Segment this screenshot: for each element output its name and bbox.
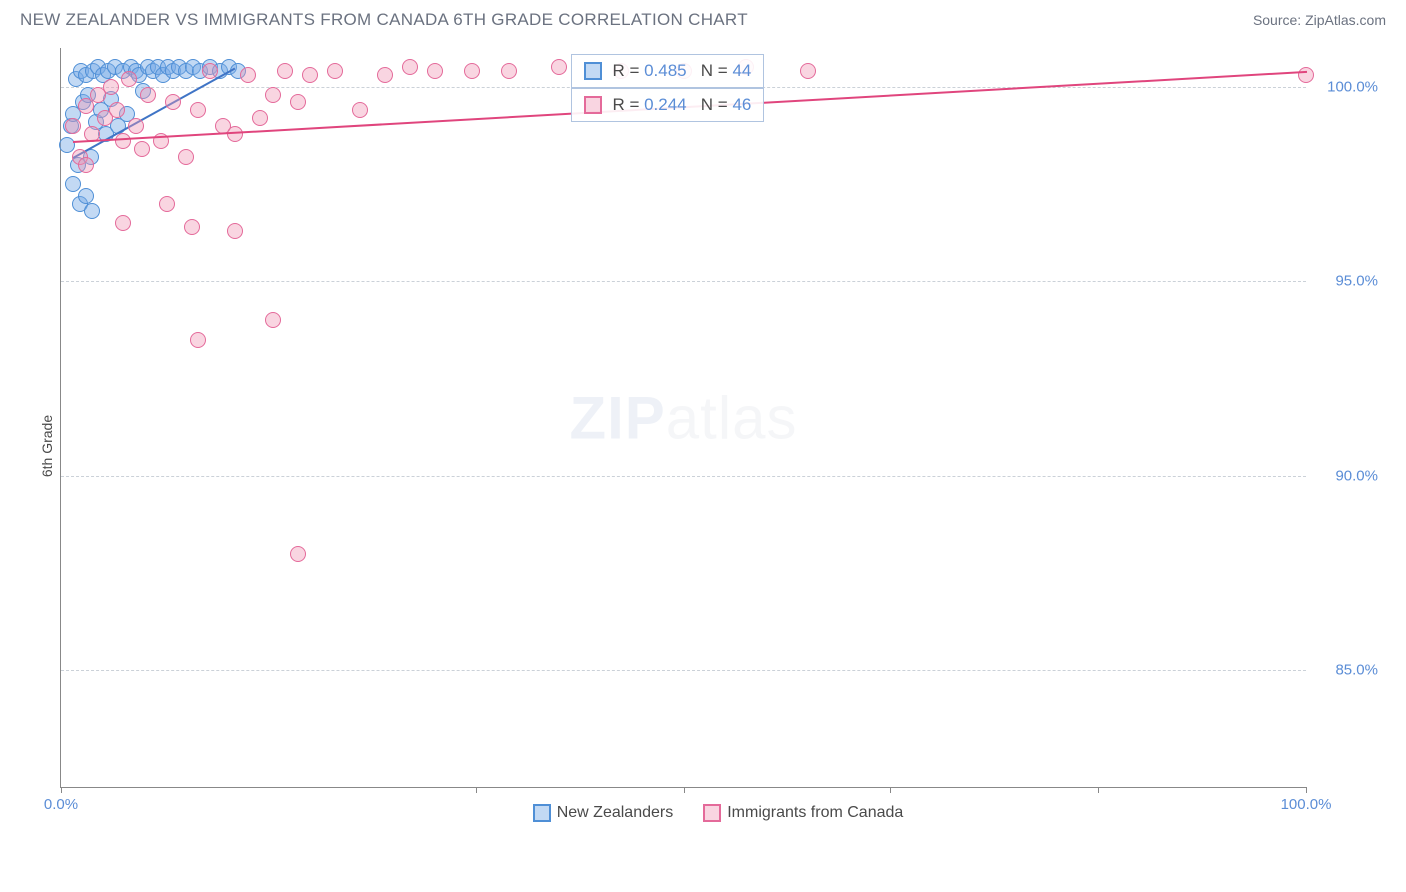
legend-item: New Zealanders xyxy=(533,804,674,822)
x-tick xyxy=(1306,787,1307,793)
stats-swatch xyxy=(584,62,602,80)
data-point xyxy=(252,110,268,126)
data-point xyxy=(115,215,131,231)
data-point xyxy=(115,133,131,149)
x-tick xyxy=(476,787,477,793)
data-point xyxy=(165,94,181,110)
data-point xyxy=(265,87,281,103)
x-tick xyxy=(684,787,685,793)
x-tick xyxy=(1098,787,1099,793)
data-point xyxy=(240,67,256,83)
data-point xyxy=(184,219,200,235)
chart-title: NEW ZEALANDER VS IMMIGRANTS FROM CANADA … xyxy=(20,10,748,30)
watermark: ZIPatlas xyxy=(569,383,797,452)
legend-label: New Zealanders xyxy=(557,804,674,821)
data-point xyxy=(78,157,94,173)
data-point xyxy=(128,118,144,134)
data-point xyxy=(121,71,137,87)
x-tick xyxy=(61,787,62,793)
legend-label: Immigrants from Canada xyxy=(727,804,903,821)
x-tick xyxy=(890,787,891,793)
watermark-atlas: atlas xyxy=(666,384,798,451)
data-point xyxy=(327,63,343,79)
data-point xyxy=(800,63,816,79)
data-point xyxy=(84,203,100,219)
data-point xyxy=(159,196,175,212)
data-point xyxy=(178,149,194,165)
data-point xyxy=(78,188,94,204)
stats-text: R = 0.244 N = 46 xyxy=(612,95,751,115)
data-point xyxy=(352,102,368,118)
legend-swatch xyxy=(703,804,721,822)
chart-container: ZIPatlas 85.0%90.0%95.0%100.0%0.0%100.0%… xyxy=(50,38,1386,818)
data-point xyxy=(402,59,418,75)
data-point xyxy=(265,312,281,328)
legend-item: Immigrants from Canada xyxy=(703,804,903,822)
chart-legend: New Zealanders Immigrants from Canada xyxy=(50,804,1386,822)
data-point xyxy=(227,223,243,239)
chart-source: Source: ZipAtlas.com xyxy=(1253,12,1386,28)
data-point xyxy=(140,87,156,103)
y-tick-label: 90.0% xyxy=(1314,467,1378,484)
data-point xyxy=(290,94,306,110)
data-point xyxy=(103,79,119,95)
data-point xyxy=(202,63,218,79)
chart-header: NEW ZEALANDER VS IMMIGRANTS FROM CANADA … xyxy=(0,0,1406,38)
plot-area: ZIPatlas 85.0%90.0%95.0%100.0%0.0%100.0%… xyxy=(60,48,1306,788)
stats-swatch xyxy=(584,96,602,114)
data-point xyxy=(290,546,306,562)
grid-line xyxy=(61,281,1306,282)
data-point xyxy=(501,63,517,79)
watermark-zip: ZIP xyxy=(569,384,665,451)
data-point xyxy=(190,102,206,118)
data-point xyxy=(427,63,443,79)
y-tick-label: 95.0% xyxy=(1314,273,1378,290)
y-tick-label: 85.0% xyxy=(1314,662,1378,679)
data-point xyxy=(134,141,150,157)
stats-box: R = 0.485 N = 44 xyxy=(571,54,764,88)
data-point xyxy=(551,59,567,75)
data-point xyxy=(464,63,480,79)
grid-line xyxy=(61,670,1306,671)
data-point xyxy=(78,98,94,114)
stats-box: R = 0.244 N = 46 xyxy=(571,88,764,122)
data-point xyxy=(377,67,393,83)
data-point xyxy=(65,118,81,134)
data-point xyxy=(109,102,125,118)
data-point xyxy=(302,67,318,83)
y-tick-label: 100.0% xyxy=(1314,78,1378,95)
data-point xyxy=(190,332,206,348)
data-point xyxy=(1298,67,1314,83)
data-point xyxy=(277,63,293,79)
stats-text: R = 0.485 N = 44 xyxy=(612,61,751,81)
grid-line xyxy=(61,476,1306,477)
legend-swatch xyxy=(533,804,551,822)
